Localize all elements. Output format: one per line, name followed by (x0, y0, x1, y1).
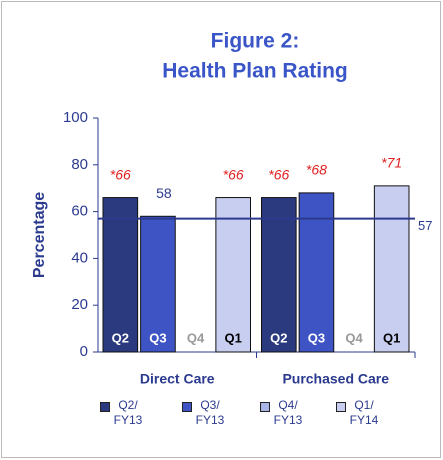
y-tick-label: 60 (71, 203, 88, 220)
value-label: *68 (306, 162, 327, 178)
value-label: *66 (268, 166, 289, 182)
bar (102, 197, 139, 353)
value-label: 58 (156, 185, 172, 201)
legend-label: Q4/ FY13 (273, 398, 303, 427)
bar (298, 192, 335, 353)
bar-quarter-label: Q3 (149, 330, 166, 345)
bar-quarter-label: Q3 (308, 330, 325, 345)
x-tick-label: Direct Care (140, 371, 215, 387)
y-tick-label: 80 (71, 156, 88, 173)
reference-label: 57 (418, 218, 432, 233)
legend-label: Q3/ FY13 (195, 398, 225, 427)
legend-swatch (336, 402, 346, 412)
y-axis-label: Percentage (31, 192, 48, 278)
legend-swatch (182, 402, 192, 412)
bar-quarter-label: Q2 (112, 330, 129, 345)
bar (373, 185, 410, 353)
y-tick-label: 40 (71, 249, 88, 266)
bar-quarter-label: Q2 (270, 330, 287, 345)
y-tick-label: 20 (71, 296, 88, 313)
legend-swatch (100, 402, 110, 412)
y-tick-label: 0 (80, 343, 88, 360)
bar (215, 197, 251, 353)
bar-quarter-label: Q4 (345, 330, 363, 345)
bar (140, 215, 176, 353)
value-label: *66 (223, 166, 244, 182)
legend-label: Q1/ FY14 (349, 398, 379, 427)
chart-title: Health Plan Rating (162, 60, 348, 83)
bar-quarter-label: Q1 (383, 330, 400, 345)
legend-label: Q2/ FY13 (113, 398, 143, 427)
value-label: *71 (381, 155, 402, 171)
x-tick-label: Purchased Care (282, 371, 389, 387)
bar-quarter-label: Q1 (225, 330, 242, 345)
legend-swatch (260, 402, 270, 412)
chart-title: Figure 2: (211, 30, 300, 53)
y-tick-label: 100 (63, 109, 88, 126)
bar (261, 197, 297, 353)
bar-quarter-label: Q4 (187, 330, 205, 345)
value-label: *66 (110, 166, 131, 182)
